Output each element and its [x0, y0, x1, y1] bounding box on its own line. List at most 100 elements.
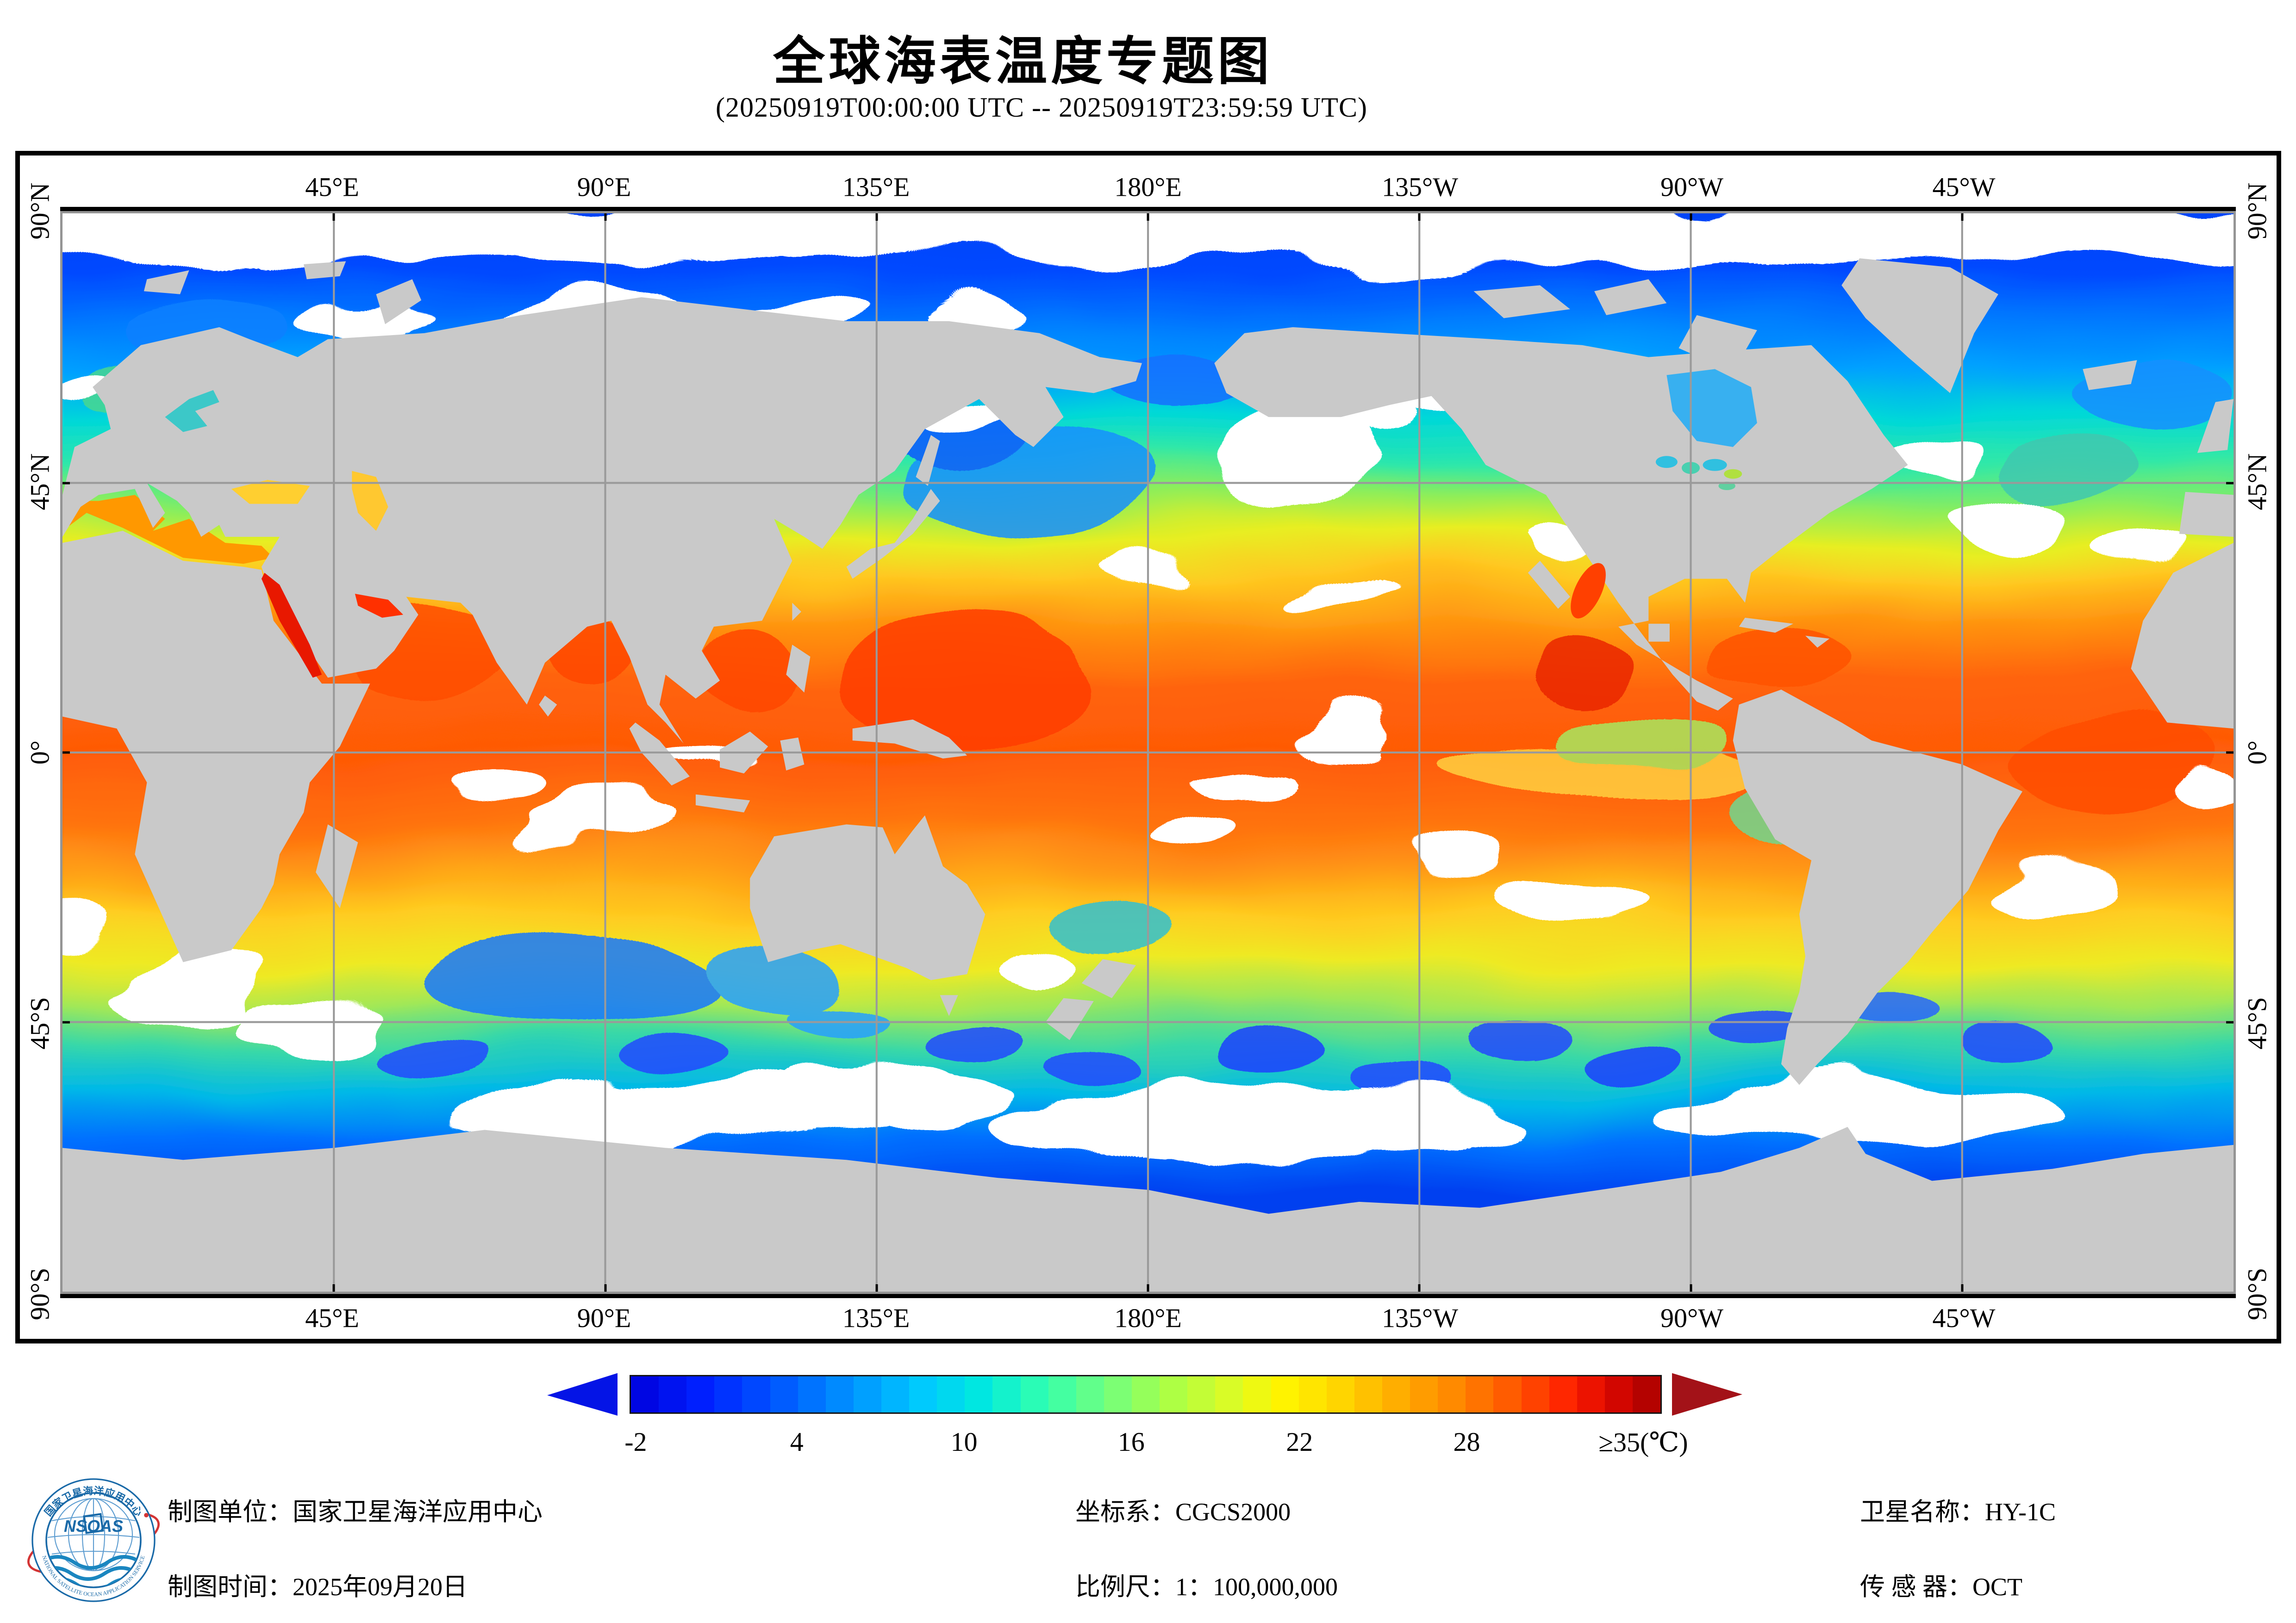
colorbar-cell — [992, 1376, 1021, 1412]
colorbar-cell — [686, 1376, 715, 1412]
tick-mark — [1418, 1284, 1421, 1292]
colorbar-cell — [1160, 1376, 1188, 1412]
map-bottom-axis-line — [60, 1294, 2236, 1298]
colorbar-tick-label: 4 — [790, 1427, 804, 1457]
colorbar-cell — [1020, 1376, 1048, 1412]
lat-tick-label: 90°S — [25, 1268, 55, 1320]
colorbar-tick-label: 22 — [1286, 1427, 1313, 1457]
colorbar-cell — [798, 1376, 826, 1412]
sst-regional-patches — [75, 309, 2215, 1088]
colorbar-cell — [1632, 1376, 1661, 1412]
colorbar-cell — [965, 1376, 993, 1412]
colorbar-tick-label: ≥35(℃) — [1598, 1427, 1688, 1457]
tick-mark — [1961, 1284, 1964, 1292]
colorbar-cell — [1104, 1376, 1132, 1412]
colorbar-cell — [1187, 1376, 1216, 1412]
lat-tick-label: 0° — [2242, 740, 2272, 765]
colorbar-cell — [659, 1376, 687, 1412]
colorbar-cell — [1326, 1376, 1354, 1412]
colorbar-cell — [1549, 1376, 1577, 1412]
colorbar-cell — [909, 1376, 937, 1412]
left-latitude-labels: 90°N 45°N 0° 45°S 90°S — [25, 182, 55, 1320]
lat-tick-label: 90°N — [25, 182, 55, 240]
colorbar-cell — [937, 1376, 965, 1412]
map-top-axis-line — [60, 207, 2236, 211]
lat-tick-label: 90°N — [2242, 182, 2272, 240]
tick-mark — [875, 1284, 878, 1292]
colorbar-cell — [881, 1376, 910, 1412]
lon-tick-label: 90°E — [577, 1303, 631, 1333]
colorbar-cell — [1521, 1376, 1549, 1412]
lon-tick-label: 135°W — [1382, 1303, 1458, 1333]
orbit-satellite-dot — [144, 1513, 149, 1517]
tick-mark — [1961, 213, 1964, 221]
sst-map-canvas — [62, 213, 2234, 1292]
colorbar — [630, 1375, 1662, 1414]
colorbar-cell — [1577, 1376, 1605, 1412]
tick-mark — [62, 482, 70, 484]
lon-tick-label: 135°E — [842, 1303, 910, 1333]
colorbar-tick-label: 10 — [950, 1427, 978, 1457]
colorbar-tick-label: 16 — [1117, 1427, 1145, 1457]
lon-tick-label: 45°W — [1932, 1303, 1996, 1333]
tick-mark — [62, 751, 70, 754]
tick-mark — [1147, 1284, 1149, 1292]
colorbar-cell — [1493, 1376, 1522, 1412]
lon-tick-label: 180°E — [1114, 172, 1182, 202]
tick-mark — [604, 1284, 606, 1292]
footer-coordinate-system: 坐标系：CGCS2000 — [1075, 1498, 1291, 1526]
colorbar-cell — [1131, 1376, 1160, 1412]
footer-sensor: 传 感 器：OCT — [1860, 1573, 2022, 1601]
lon-tick-label: 180°E — [1114, 1303, 1182, 1333]
lon-tick-label: 45°E — [305, 172, 359, 202]
top-longitude-labels: 45°E 90°E 135°E 180°E 135°W 90°W 45°W — [60, 172, 2236, 202]
colorbar-tick-label: -2 — [624, 1427, 647, 1457]
colorbar-cell — [1048, 1376, 1076, 1412]
tick-mark — [2226, 751, 2234, 754]
colorbar-right-arrow — [1672, 1373, 1742, 1416]
tick-mark — [2226, 1021, 2234, 1023]
footer-satellite-name: 卫星名称：HY-1C — [1860, 1498, 2056, 1526]
tick-mark — [1147, 213, 1149, 221]
colorbar-cell — [1466, 1376, 1494, 1412]
colorbar-cell — [1354, 1376, 1382, 1412]
mediterranean-sea — [62, 495, 274, 564]
world-sst-map — [60, 211, 2236, 1294]
colorbar-cell — [1438, 1376, 1466, 1412]
bottom-longitude-labels: 45°E 90°E 135°E 180°E 135°W 90°W 45°W — [60, 1303, 2236, 1333]
tick-mark — [2226, 482, 2234, 484]
colorbar-cell — [1271, 1376, 1299, 1412]
colorbar-cell — [1243, 1376, 1271, 1412]
tick-mark — [332, 1284, 335, 1292]
lat-tick-label: 45°N — [2242, 453, 2272, 510]
footer-scale: 比例尺：1：100,000,000 — [1075, 1573, 1338, 1601]
colorbar-cell — [1604, 1376, 1633, 1412]
colorbar-cell — [770, 1376, 798, 1412]
time-range-subtitle: (20250919T00:00:00 UTC -- 20250919T23:59… — [716, 92, 1367, 123]
lat-tick-label: 45°S — [25, 997, 55, 1050]
colorbar-cell — [631, 1376, 659, 1412]
tick-mark — [1690, 1284, 1692, 1292]
footer-mapping-unit: 制图单位：国家卫星海洋应用中心 — [168, 1498, 543, 1526]
lon-tick-label: 90°W — [1660, 172, 1723, 202]
colorbar-tick-label: 28 — [1453, 1427, 1480, 1457]
tick-mark — [1690, 213, 1692, 221]
nsoas-logo-emblem: NSOAS 国家卫星海洋应用中心 NATIONAL SATELLITE OCEA… — [27, 1478, 160, 1602]
nsoas-logo: NSOAS 国家卫星海洋应用中心 NATIONAL SATELLITE OCEA… — [19, 1478, 168, 1618]
colorbar-cell — [742, 1376, 770, 1412]
tick-mark — [875, 213, 878, 221]
colorbar-cell — [853, 1376, 881, 1412]
lon-tick-label: 135°E — [842, 172, 910, 202]
colorbar-cell — [1076, 1376, 1104, 1412]
logo-globe: NSOAS — [46, 1498, 141, 1587]
colorbar-cell — [1298, 1376, 1327, 1412]
colorbar-cells — [631, 1376, 1661, 1412]
cloud-gaps — [62, 213, 2234, 1160]
lon-tick-label: 90°E — [577, 172, 631, 202]
colorbar-cell — [714, 1376, 742, 1412]
colorbar-tick-labels: -2 4 10 16 22 28 ≥35(℃) — [624, 1426, 1688, 1459]
lon-tick-label: 135°W — [1382, 172, 1458, 202]
tick-mark — [604, 213, 606, 221]
tick-mark — [62, 1021, 70, 1023]
